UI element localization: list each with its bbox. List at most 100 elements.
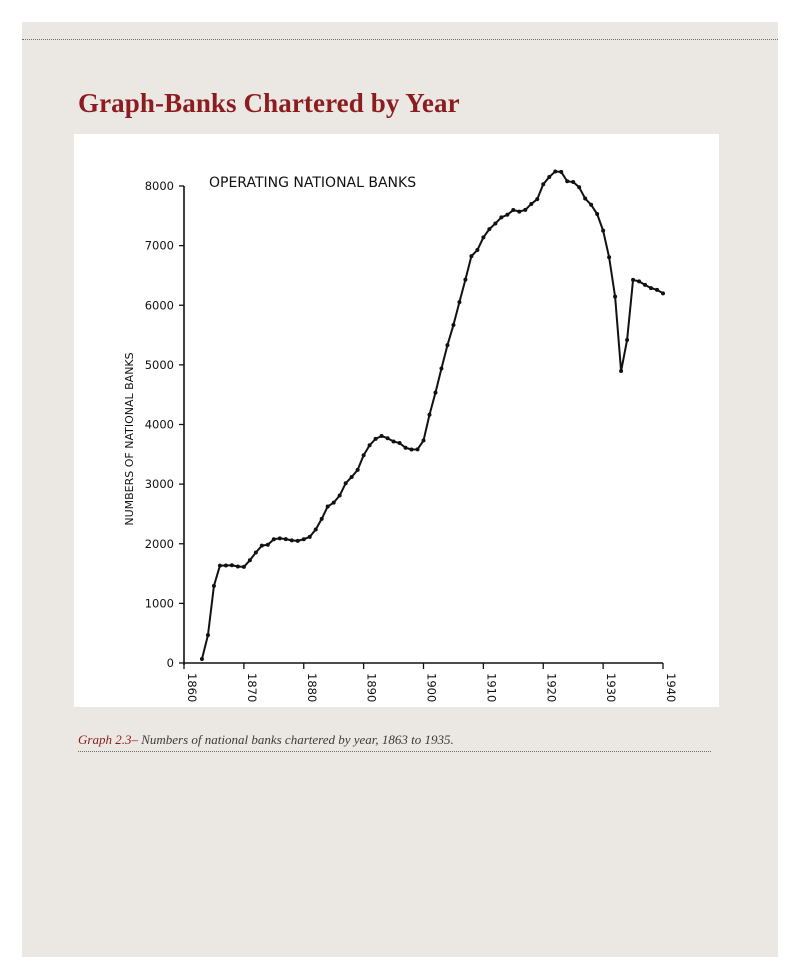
data-point [493, 221, 498, 226]
y-tick-label: 3000 [145, 477, 174, 491]
y-tick-label: 6000 [145, 298, 174, 312]
data-point [583, 196, 588, 201]
data-point [325, 504, 330, 509]
data-point [661, 291, 665, 296]
data-point [343, 481, 348, 486]
data-point [301, 537, 306, 542]
y-tick-label: 7000 [145, 239, 174, 253]
data-point [463, 277, 468, 282]
series-line [200, 170, 664, 660]
data-point [217, 563, 222, 568]
data-point [529, 201, 534, 206]
data-point [619, 369, 624, 374]
x-tick-label: 1920 [544, 673, 558, 702]
data-point [511, 208, 516, 213]
data-point [337, 493, 342, 498]
data-point [223, 563, 228, 568]
y-tick-label: 4000 [145, 418, 174, 432]
x-tick-label: 1940 [664, 673, 678, 702]
data-point [259, 543, 264, 548]
data-point [451, 323, 456, 328]
caption-label: Graph 2.3– [78, 732, 138, 747]
data-point [415, 447, 420, 452]
data-point [361, 453, 366, 458]
data-point [349, 474, 354, 479]
data-point [241, 564, 246, 569]
data-point [433, 390, 438, 395]
x-tick-label: 1860 [185, 673, 199, 702]
x-tick-label: 1900 [425, 673, 439, 702]
data-point [427, 412, 432, 417]
data-point [445, 343, 450, 348]
data-point [385, 436, 390, 441]
data-point [559, 169, 564, 174]
data-point [295, 538, 300, 543]
data-point [229, 563, 234, 568]
data-point [439, 366, 444, 371]
data-point [505, 212, 510, 217]
data-point [205, 633, 210, 638]
y-tick-label: 0 [167, 656, 174, 670]
data-point [607, 255, 612, 260]
data-point [589, 202, 594, 207]
data-point [553, 169, 558, 174]
y-tick-label: 2000 [145, 537, 174, 551]
data-point [247, 558, 252, 563]
data-point [367, 443, 372, 448]
caption-divider [78, 751, 711, 752]
data-point [565, 179, 570, 184]
data-point [355, 467, 360, 472]
data-point [421, 438, 426, 443]
y-tick-label: 1000 [145, 596, 174, 610]
data-point [637, 279, 642, 284]
data-point [631, 277, 636, 282]
data-point [289, 538, 294, 543]
data-point [235, 564, 240, 569]
data-point [535, 197, 540, 202]
data-point [595, 212, 600, 217]
axes: 0 1000 2000 3000 4000 5000 6000 7000 8000 1860 187… [145, 179, 678, 702]
data-point [601, 228, 606, 233]
data-point [409, 447, 414, 452]
x-tick-label: 1880 [305, 673, 319, 702]
data-point [649, 286, 654, 291]
data-point [307, 534, 312, 539]
chart-title: OPERATING NATIONAL BANKS [209, 175, 416, 191]
top-divider [22, 39, 778, 40]
page-sheet: Graph-Banks Chartered by Year OPERATING … [22, 22, 778, 957]
data-point [331, 500, 336, 505]
y-tick-label: 5000 [145, 358, 174, 372]
data-point [313, 527, 318, 532]
data-point [373, 436, 378, 441]
figure-caption: Graph 2.3– Numbers of national banks cha… [78, 732, 710, 748]
x-tick-label: 1930 [604, 673, 618, 702]
data-point [655, 287, 660, 292]
y-tick-label: 8000 [145, 179, 174, 193]
y-axis-label: NUMBERS OF NATIONAL BANKS [123, 352, 136, 525]
data-point [577, 185, 582, 190]
chart-panel: OPERATING NATIONAL BANKS NUMBERS OF NATI… [74, 134, 719, 707]
data-point [469, 254, 474, 259]
caption-text: Numbers of national banks chartered by y… [137, 732, 454, 747]
data-point [547, 175, 552, 180]
data-point [499, 215, 504, 220]
data-point [403, 445, 408, 450]
data-point [523, 207, 528, 212]
data-point [277, 536, 282, 541]
data-point [613, 294, 618, 299]
data-point [265, 542, 270, 547]
data-point [481, 235, 486, 240]
line-chart: OPERATING NATIONAL BANKS NUMBERS OF NATI… [123, 169, 678, 702]
x-tick-label: 1910 [484, 673, 498, 702]
data-point [397, 441, 402, 446]
data-point [571, 180, 576, 185]
data-point [199, 657, 204, 662]
data-point [211, 583, 216, 588]
x-tick-label: 1870 [245, 673, 259, 702]
data-point [625, 338, 630, 343]
data-point [487, 227, 492, 232]
data-point [541, 182, 546, 187]
data-point [475, 248, 480, 253]
x-tick-label: 1890 [365, 673, 379, 702]
data-point [271, 537, 276, 542]
